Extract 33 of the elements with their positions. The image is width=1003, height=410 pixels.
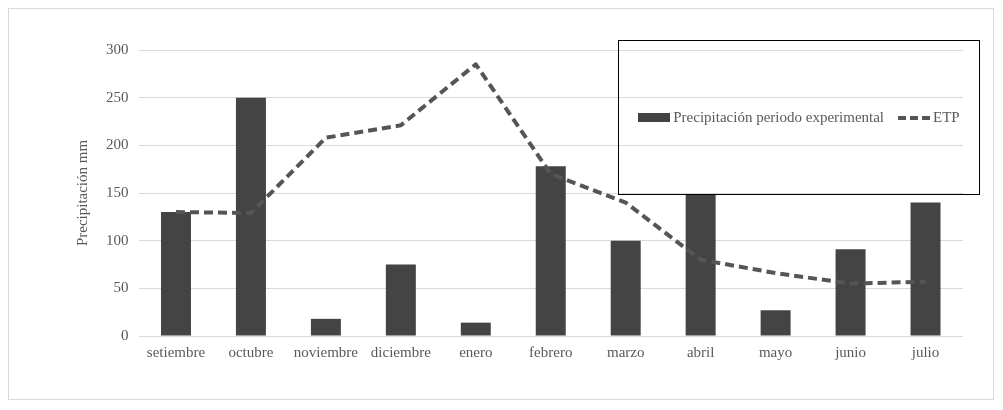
x-tick-label: marzo [606,343,645,360]
y-tick-label: 50 [113,279,129,296]
legend-label: Precipitación periodo experimental [673,109,885,126]
bar [385,264,416,336]
y-tick-label: 100 [106,231,129,248]
legend-label: ETP [933,109,960,126]
x-tick-label: setiembre [146,343,206,360]
x-tick-label: abril [686,343,715,360]
x-tick-label: octubre [228,343,274,360]
bar [760,310,791,336]
bar [235,97,266,336]
x-tick-label: julio [910,343,940,360]
bar [910,202,941,336]
y-axis-title: Precipitación mm [73,139,90,247]
y-tick-label: 250 [106,88,129,105]
bar [685,193,716,336]
y-tick-label: 150 [106,183,129,200]
bar [610,240,641,336]
line-series [173,62,928,286]
bar [160,212,191,336]
bar [460,322,491,336]
x-tick-label: mayo [758,343,793,360]
y-tick-label: 300 [106,40,129,57]
x-tick-label: diciembre [370,343,432,360]
x-tick-label: noviembre [293,343,359,360]
x-tick-label: junio [834,343,866,360]
y-tick-label: 0 [121,326,129,343]
bar [535,166,566,336]
bar [835,249,866,336]
x-tick-label: enero [459,343,493,360]
y-tick-label: 200 [106,136,129,153]
x-tick-label: febrero [529,343,573,360]
bar [310,318,341,336]
